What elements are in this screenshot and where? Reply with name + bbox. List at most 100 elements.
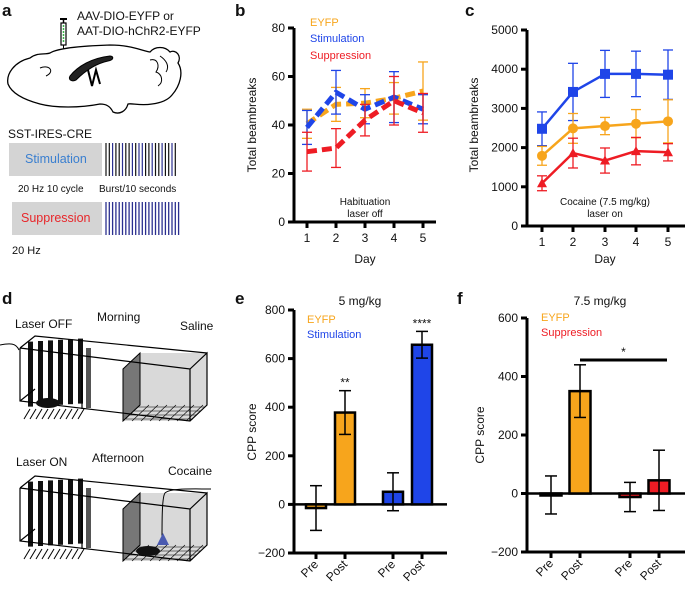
annotation-line1: Habituation [340,197,391,208]
wall-stripe [68,479,73,545]
wall-stripe [58,339,63,405]
y-tick-label: 80 [272,21,286,35]
apparatus [19,335,208,423]
x-tick-label: Post [637,556,664,583]
virus-label-line1: AAV-DIO-EYFP or [77,9,174,23]
stimulation-caption-frequency: 20 Hz 10 cycle [18,184,84,195]
bottom-time-label: Afternoon [92,451,145,465]
stimulation-caption-burst: Burst/10 seconds [99,184,177,195]
wall-stripe [48,340,53,406]
x-tick-label: Pre [533,556,556,579]
wall-stripe [38,481,43,546]
data-point [537,150,547,161]
y-tick-label: 60 [272,70,286,84]
floor-hatch [41,548,49,560]
data-point [631,118,641,129]
y-tick-label: 600 [265,352,285,366]
y-tick-label: 0 [278,215,285,229]
data-point [600,68,610,79]
annotation-line2: laser off [347,209,383,220]
wall-stripe [28,341,33,407]
box-edge [19,528,36,542]
panel-label-b: b [235,1,246,20]
significance-label: ** [340,376,350,390]
floor-grid [185,544,204,562]
floor-hatch [65,408,73,420]
data-point [568,148,578,158]
x-axis-label: Day [594,252,615,266]
floor-hatch [65,548,73,560]
top-drug-label: Saline [180,319,214,333]
bottom-laser-label: Laser ON [16,455,68,469]
y-axis-label: Total beambreaks [245,78,259,173]
floor-grid [176,404,195,422]
x-tick-label: 1 [304,231,311,245]
y-tick-label: 400 [498,370,518,384]
suppression-caption: 20 Hz [12,245,41,257]
top-laser-label: Laser OFF [15,317,73,331]
x-tick-label: 4 [391,231,398,245]
chart-title: 5 mg/kg [339,294,382,308]
y-tick-label: 0 [511,219,518,233]
x-axis-label: Day [354,252,375,266]
box-edge [19,335,208,354]
legend-suppression: Suppression [541,327,602,339]
series-suppression [537,136,673,192]
floor-hatch [59,408,67,420]
floor-grid [149,404,168,422]
cpp-apparatus-top [0,335,208,423]
mouse-line-label: SST-IRES-CRE [8,127,93,141]
legend-eyfp: EYFP [307,314,336,326]
x-tick-label: 3 [602,235,609,249]
panel-label-a: a [2,1,12,20]
legend-stimulation: Stimulation [310,33,364,45]
saline-chamber-fill [123,353,207,421]
data-point [537,178,547,188]
floor-hatch [77,548,85,560]
panel-label-f: f [457,289,463,308]
data-point [600,121,610,132]
y-tick-label: 200 [498,428,518,442]
wall-stripe [28,481,33,547]
panel-label-c: c [465,1,475,20]
x-tick-label: 1 [539,235,546,249]
mouse-icon [136,546,160,556]
significance-label: **** [413,316,432,330]
wall-stripe [58,479,63,545]
mouse-icon [36,398,60,408]
data-point [600,155,610,165]
legend-eyfp: EYFP [310,17,339,29]
series-line [306,98,424,155]
divider-left [86,488,91,548]
y-tick-label: 3000 [491,101,518,115]
suppression-pulse-train [105,202,180,235]
x-tick-label: 5 [420,231,427,245]
y-tick-label: 1000 [491,180,518,194]
floor-hatch [53,408,61,420]
floor-hatch [35,408,43,420]
floor-hatch [23,408,31,420]
x-tick-label: 2 [333,231,340,245]
top-time-label: Morning [97,310,141,324]
x-tick-label: 3 [362,231,369,245]
floor-hatch [47,548,55,560]
y-tick-label: 40 [272,118,286,132]
data-point [568,123,578,134]
legend-stimulation: Stimulation [307,329,361,341]
apparatus [19,475,208,563]
x-tick-label: 2 [570,235,577,249]
y-axis-label: Total beambreaks [467,78,481,173]
legend-eyfp: EYFP [541,312,570,324]
y-tick-label: 0 [511,487,518,501]
floor-hatch [71,408,79,420]
floor-hatch [77,408,85,420]
saline-chamber-fill [123,493,207,561]
wall-stripe [78,478,83,544]
x-tick-label: Post [558,556,585,583]
suppression-box [12,202,102,235]
data-point [537,123,547,134]
wall-stripe [78,338,83,404]
